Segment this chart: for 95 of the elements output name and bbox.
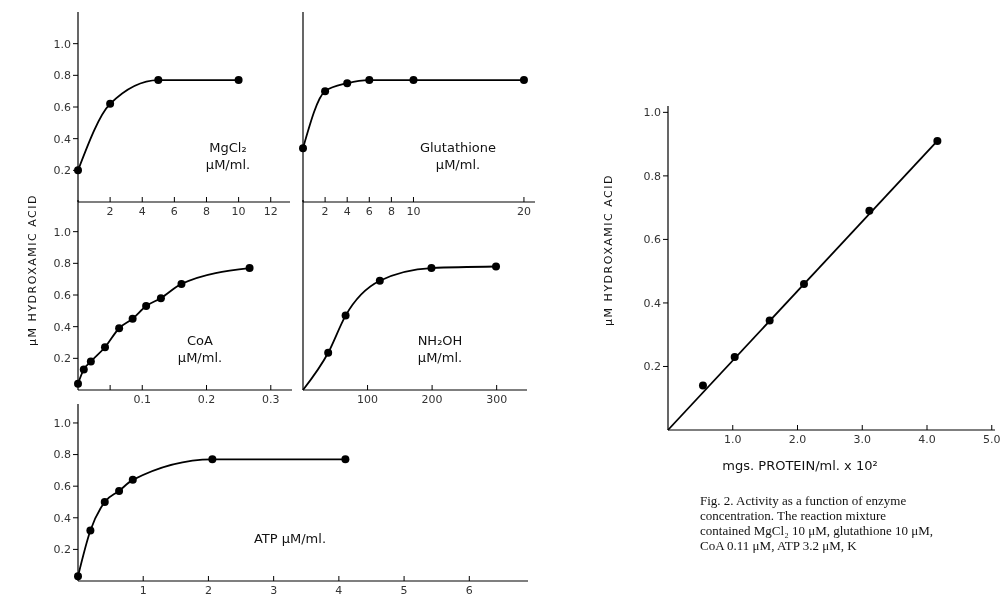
point [100,497,109,506]
point [115,324,124,333]
y-axis-title: μM HYDROXAMIC ACID [602,174,615,326]
y-tick-label: 0.2 [53,164,71,178]
x-axis-title: CoA μM/ml. [177,333,223,365]
point [341,455,350,464]
point [234,76,243,85]
x-tick-label: 6 [465,584,473,597]
point [177,279,186,288]
point [765,316,774,325]
x-tick-label: 6 [170,205,178,218]
y-tick-label: 0.2 [53,352,71,366]
x-tick-label: 3.0 [853,433,872,446]
point [409,76,418,85]
point [115,486,124,495]
y-tick-label: 0.8 [643,169,661,183]
y-tick-label: 1.0 [53,225,71,239]
x-tick-label: 2 [204,584,212,597]
x-tick-label: 300 [486,393,508,406]
point [74,572,82,581]
point [128,475,137,484]
x-tick-label: 5 [400,584,408,597]
x-tick-label: 4 [335,584,343,597]
point [799,279,808,288]
x-tick-label: 10 [406,205,421,218]
y-tick-label: 0.8 [53,257,71,271]
x-tick-label: 0.2 [197,393,216,406]
point [100,343,109,352]
y-tick-label: 0.2 [53,543,71,557]
point [142,302,151,311]
point [492,262,501,271]
point [86,357,95,366]
point [865,206,874,215]
point [698,381,707,390]
x-tick-label: 5.0 [983,433,1001,446]
x-tick-label: 100 [357,393,379,406]
x-tick-label: 4.0 [918,433,936,446]
x-tick-label: 2 [321,205,329,218]
x-tick-label: 6 [365,205,373,218]
x-tick-label: 20 [516,205,531,218]
y-tick-label: 0.4 [53,320,71,334]
y-tick-label: 0.4 [53,132,71,146]
point [106,99,115,108]
point [154,76,163,85]
point [79,365,88,374]
x-tick-label: 0.1 [133,393,152,406]
point [156,294,165,303]
x-tick-label: 4 [343,205,351,218]
point [341,311,350,320]
x-tick-label: 0.3 [262,393,280,406]
y-tick-label: 1.0 [53,37,71,51]
x-tick-label: 10 [231,205,246,218]
point [343,79,352,88]
point [208,455,217,464]
point [730,352,739,361]
y-tick-label: 0.8 [53,448,71,462]
x-tick-label: 1.0 [724,433,742,446]
x-tick-label: 12 [263,205,278,218]
y-tick-label: 0.6 [53,100,71,114]
x-axis-title: MgCl₂ μM/ml. [205,140,251,172]
y-tick-label: 0.6 [53,288,71,302]
x-axis-title: mgs. PROTEIN/ml. x 10² [722,458,878,473]
x-axis-title: ATP μM/ml. [253,531,327,546]
y-tick-label: 0.8 [53,69,71,83]
y-tick-label: 0.4 [53,511,71,525]
point [128,314,137,323]
caption: Fig. 2. Activity as a function of enzyme concentration. The reaction mixture contained MgCl₂ 10 μM, glutathione 10 μM, CoA 0.11 μM, ATP 3.2 μM, K [700,493,933,553]
point [519,76,528,85]
x-tick-label: 1 [139,584,147,597]
x-tick-label: 2 [106,205,114,218]
point [299,144,307,153]
point [86,526,95,535]
x-tick-label: 8 [202,205,210,218]
y-tick-label: 0.2 [643,360,661,374]
x-tick-label: 4 [138,205,146,218]
y-tick-label: 1.0 [53,416,71,430]
point [74,379,82,388]
point [933,136,942,145]
x-tick-label: 200 [421,393,443,406]
point [321,87,330,96]
y-axis-title: μM HYDROXAMIC ACID [26,194,39,346]
y-tick-label: 1.0 [643,106,661,120]
x-tick-label: 8 [387,205,395,218]
point [324,348,333,357]
point [365,76,374,85]
x-tick-label: 2.0 [788,433,807,446]
x-tick-label: 3 [270,584,278,597]
y-tick-label: 0.6 [53,480,71,494]
x-axis-title: Glutathione μM/ml. [419,140,497,172]
y-tick-label: 0.4 [643,296,661,310]
point [427,264,436,273]
y-tick-label: 0.6 [643,233,661,247]
point [375,276,384,285]
x-axis-title: NH₂OH μM/ml. [417,333,463,365]
point [245,264,254,273]
